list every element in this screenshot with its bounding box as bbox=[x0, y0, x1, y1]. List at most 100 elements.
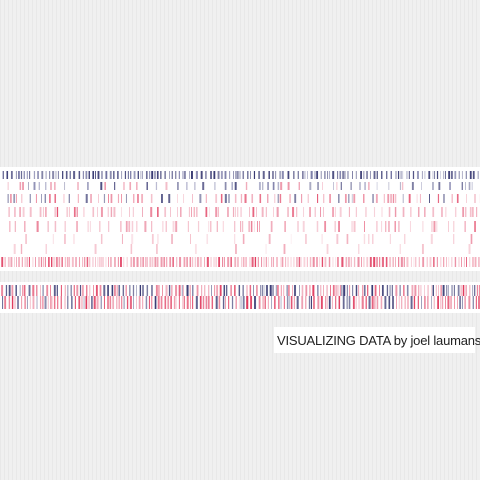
stripe bbox=[447, 285, 449, 296]
stripe bbox=[218, 296, 221, 309]
stripe bbox=[149, 257, 152, 267]
stripe bbox=[16, 257, 17, 267]
stripe bbox=[437, 296, 439, 309]
stripe bbox=[424, 296, 426, 309]
stripe bbox=[380, 296, 383, 309]
stripe bbox=[462, 207, 465, 217]
stripe bbox=[227, 207, 229, 217]
stripe bbox=[407, 296, 409, 309]
stripe bbox=[118, 285, 121, 296]
stripe bbox=[142, 207, 143, 217]
stripe bbox=[170, 296, 172, 309]
stripe bbox=[466, 194, 467, 203]
stripe bbox=[256, 207, 257, 217]
stripe bbox=[314, 207, 316, 217]
stripe bbox=[75, 257, 77, 267]
stripe bbox=[410, 207, 412, 217]
stripe bbox=[68, 194, 70, 203]
stripe bbox=[192, 296, 194, 309]
stripe bbox=[316, 257, 318, 267]
stripe bbox=[365, 296, 367, 309]
stripe bbox=[448, 257, 450, 267]
stripe bbox=[50, 296, 51, 309]
stripe bbox=[98, 257, 100, 267]
stripe bbox=[240, 221, 241, 232]
stripe bbox=[121, 194, 122, 203]
stripe bbox=[271, 296, 272, 309]
stripe bbox=[475, 296, 477, 309]
stripe bbox=[431, 296, 432, 309]
stripe bbox=[287, 171, 290, 179]
stripe bbox=[146, 257, 148, 267]
stripe bbox=[35, 257, 36, 267]
stripe bbox=[148, 296, 150, 309]
stripe bbox=[414, 285, 417, 296]
stripe bbox=[136, 257, 139, 267]
stripe bbox=[260, 285, 261, 296]
stripe bbox=[432, 182, 434, 190]
stripe bbox=[234, 234, 236, 244]
stripe bbox=[242, 296, 245, 309]
stripe bbox=[290, 234, 292, 244]
stripe bbox=[314, 171, 316, 179]
stripe bbox=[2, 296, 4, 309]
stripe bbox=[133, 257, 135, 267]
stripe bbox=[427, 296, 429, 309]
stripe bbox=[323, 285, 324, 296]
stripe bbox=[281, 257, 284, 267]
stripe bbox=[229, 171, 231, 179]
stripe bbox=[202, 182, 205, 190]
stripe bbox=[440, 257, 442, 267]
stripe bbox=[272, 171, 274, 179]
stripe bbox=[237, 207, 239, 217]
stripe bbox=[160, 171, 162, 179]
stripe bbox=[54, 207, 56, 217]
stripe bbox=[130, 244, 133, 254]
stripe bbox=[411, 182, 414, 190]
stripe bbox=[97, 207, 98, 217]
stripe bbox=[363, 171, 365, 179]
stripe bbox=[298, 182, 300, 190]
stripe bbox=[451, 257, 453, 267]
stripe bbox=[268, 234, 271, 244]
stripe bbox=[240, 296, 242, 309]
stripe bbox=[341, 257, 344, 267]
stripe bbox=[257, 257, 259, 267]
stripe bbox=[335, 257, 337, 267]
stripe bbox=[82, 171, 84, 179]
stripe bbox=[296, 257, 298, 267]
stripe bbox=[47, 221, 49, 232]
stripe bbox=[327, 171, 329, 179]
stripe bbox=[443, 257, 445, 267]
stripe bbox=[154, 171, 156, 179]
stripe bbox=[146, 182, 148, 190]
stripe bbox=[384, 296, 387, 309]
stripe bbox=[109, 296, 112, 309]
stripe bbox=[124, 171, 127, 179]
stripe bbox=[32, 257, 34, 267]
stripe bbox=[464, 221, 466, 232]
stripe bbox=[151, 221, 153, 232]
stripe bbox=[321, 257, 324, 267]
stripe bbox=[305, 234, 307, 244]
stripe bbox=[21, 257, 23, 267]
stripe bbox=[261, 207, 264, 217]
stripe bbox=[234, 221, 236, 232]
stripe bbox=[202, 296, 205, 309]
stripe bbox=[142, 296, 144, 309]
stripe bbox=[121, 234, 123, 244]
stripe bbox=[52, 171, 55, 179]
stripe bbox=[351, 221, 353, 232]
stripe bbox=[473, 285, 476, 296]
stripe bbox=[56, 207, 59, 217]
stripe bbox=[4, 296, 7, 309]
stripe bbox=[399, 244, 401, 254]
stripe bbox=[7, 257, 10, 267]
stripe bbox=[146, 285, 149, 296]
stripe bbox=[408, 171, 410, 179]
stripe bbox=[178, 171, 180, 179]
upper-band-background bbox=[0, 167, 480, 271]
stripe bbox=[390, 171, 392, 179]
stripe bbox=[208, 296, 210, 309]
stripe bbox=[376, 257, 378, 267]
